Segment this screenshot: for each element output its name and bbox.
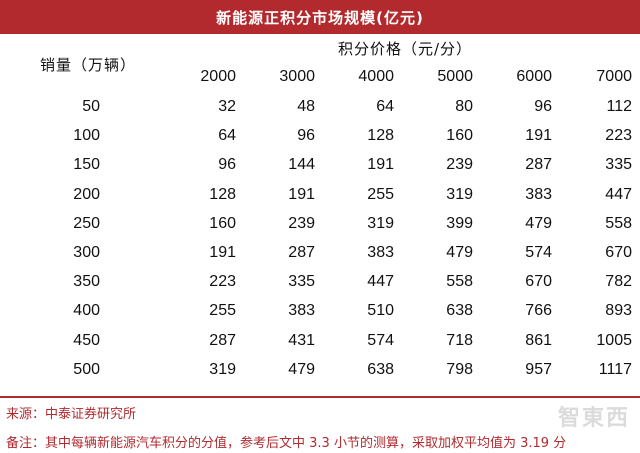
table-cell: 144 <box>288 156 315 174</box>
row-volume-label: 50 <box>82 98 100 115</box>
footnote: 备注：其中每辆新能源汽车积分的分值，参考后文中 3.3 小节的测算，采取加权平均… <box>6 436 567 451</box>
table-cell: 160 <box>209 214 236 232</box>
column-header: 4000 <box>358 68 394 85</box>
row-header-label: 销量（万辆） <box>40 56 137 74</box>
table-cell: 287 <box>209 331 236 349</box>
table-cell: 574 <box>525 243 552 261</box>
data-table: 2000 3000 4000 5000 6000 7000 50 32 48 64 80… <box>0 62 640 384</box>
table-cell: 670 <box>605 243 632 261</box>
table-cell: 255 <box>367 185 394 203</box>
table-cell: 447 <box>605 185 632 203</box>
table-cell: 383 <box>367 243 394 261</box>
table-cell: 191 <box>525 127 552 145</box>
row-volume-label: 450 <box>73 331 100 349</box>
row-volume-label: 150 <box>73 156 100 174</box>
table-cell: 957 <box>525 360 552 378</box>
table-cell: 319 <box>209 360 236 378</box>
table-cell: 128 <box>209 185 236 203</box>
row-volume-label: 350 <box>73 273 100 291</box>
watermark-logo: 智東西 <box>557 406 630 431</box>
table-cell: 96 <box>534 98 552 115</box>
table-cell: 64 <box>376 98 394 115</box>
table-cell: 223 <box>209 273 236 291</box>
table-cell: 1005 <box>596 331 632 349</box>
table-cell: 255 <box>209 302 236 320</box>
row-volume-label: 300 <box>73 243 100 261</box>
table-cell: 287 <box>525 156 552 174</box>
table-cell: 96 <box>218 156 236 174</box>
table-cell: 1117 <box>598 360 632 378</box>
row-volume-label: 100 <box>73 127 100 145</box>
table-row: 250 160 239 319 399 479 558 <box>0 209 640 238</box>
table-row: 100 64 96 128 160 191 223 <box>0 121 640 150</box>
table-cell: 638 <box>446 302 473 320</box>
header-corner <box>0 62 100 92</box>
table-row: 500 319 479 638 798 957 1117 <box>0 355 640 384</box>
table-cell: 335 <box>605 156 632 174</box>
table-cell: 718 <box>446 331 473 349</box>
table-cell: 893 <box>605 302 632 320</box>
table-row: 350 223 335 447 558 670 782 <box>0 267 640 296</box>
table-cell: 558 <box>605 214 632 232</box>
table-title: 新能源正积分市场规模(亿元) <box>0 0 640 34</box>
table-cell: 638 <box>367 360 394 378</box>
column-header: 3000 <box>279 68 315 85</box>
table-cell: 239 <box>288 214 315 232</box>
row-volume-label: 200 <box>73 185 100 203</box>
column-header: 5000 <box>437 68 473 85</box>
column-header: 6000 <box>516 68 552 85</box>
table-cell: 48 <box>297 98 315 115</box>
table-cell: 383 <box>525 185 552 203</box>
table-cell: 287 <box>288 243 315 261</box>
table-cell: 861 <box>525 331 552 349</box>
table-cell: 191 <box>367 156 394 174</box>
table-cell: 670 <box>525 273 552 291</box>
table-cell: 64 <box>218 127 236 145</box>
table-cell: 431 <box>288 331 315 349</box>
table-row: 150 96 144 191 239 287 335 <box>0 150 640 179</box>
table-cell: 319 <box>367 214 394 232</box>
table-cell: 80 <box>455 98 473 115</box>
table-cell: 160 <box>446 127 473 145</box>
table-cell: 574 <box>367 331 394 349</box>
table-row: 450 287 431 574 718 861 1005 <box>0 326 640 355</box>
table-cell: 479 <box>288 360 315 378</box>
table-row: 50 32 48 64 80 96 112 <box>0 92 640 121</box>
table-cell: 335 <box>288 273 315 291</box>
table-cell: 191 <box>209 243 236 261</box>
table-cell: 128 <box>367 127 394 145</box>
row-volume-label: 500 <box>73 360 100 378</box>
table-cell: 383 <box>288 302 315 320</box>
table-cell: 319 <box>446 185 473 203</box>
table-cell: 766 <box>525 302 552 320</box>
row-volume-label: 250 <box>73 214 100 232</box>
table-cell: 479 <box>525 214 552 232</box>
table-header-row: 2000 3000 4000 5000 6000 7000 <box>0 62 640 92</box>
table-cell: 782 <box>605 273 632 291</box>
table-cell: 447 <box>367 273 394 291</box>
table-row: 400 255 383 510 638 766 893 <box>0 296 640 325</box>
table-row: 300 191 287 383 479 574 670 <box>0 238 640 267</box>
table-cell: 798 <box>446 360 473 378</box>
table-cell: 510 <box>367 302 394 320</box>
table-row: 200 128 191 255 319 383 447 <box>0 180 640 209</box>
table-cell: 399 <box>446 214 473 232</box>
table-cell: 96 <box>297 127 315 145</box>
table-cell: 112 <box>606 98 632 115</box>
column-header: 7000 <box>596 68 632 85</box>
table-body: 50 32 48 64 80 96 112 100 64 96 128 160 191 223 150 96 1… <box>0 92 640 384</box>
row-volume-label: 400 <box>73 302 100 320</box>
column-header: 2000 <box>200 68 236 85</box>
table-cell: 479 <box>446 243 473 261</box>
source-note: 来源：中泰证券研究所 <box>6 407 137 422</box>
table-cell: 223 <box>605 127 632 145</box>
table-cell: 191 <box>288 185 315 203</box>
table-cell: 558 <box>446 273 473 291</box>
column-header-label: 积分价格（元/分） <box>338 40 473 58</box>
bottom-divider <box>0 396 640 398</box>
table-cell: 239 <box>446 156 473 174</box>
table-cell: 32 <box>218 98 236 115</box>
